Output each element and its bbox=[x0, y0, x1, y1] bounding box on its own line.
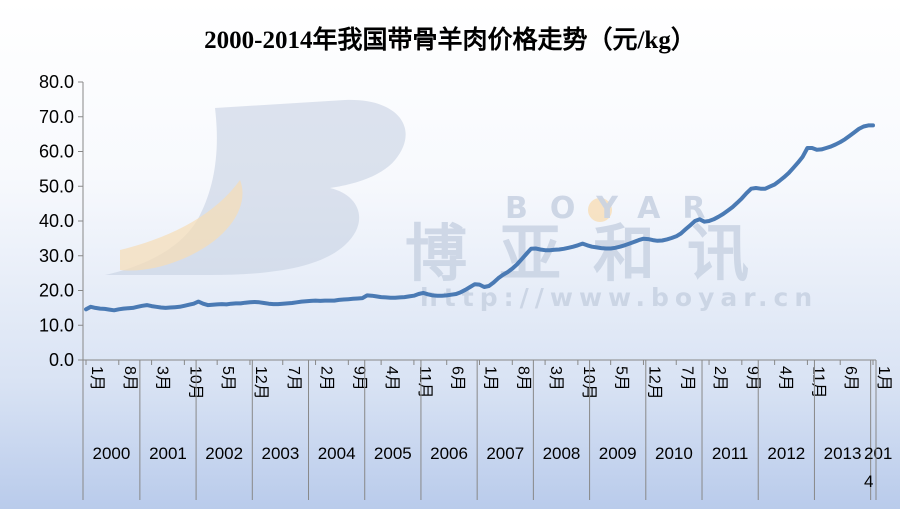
y-tick-label: 40.0 bbox=[39, 211, 74, 231]
x-year-label: 2005 bbox=[374, 444, 412, 463]
x-tick-label: 6月 bbox=[842, 366, 859, 391]
watermark-swoosh-icon bbox=[120, 180, 243, 271]
x-tick-label: 8月 bbox=[514, 366, 531, 391]
x-tick-label: 7月 bbox=[678, 366, 695, 391]
x-tick-label: 3月 bbox=[154, 366, 171, 391]
x-year-label: 2011 bbox=[712, 444, 749, 463]
x-year-label: 2012 bbox=[767, 444, 805, 463]
x-tick-label: 12月 bbox=[645, 366, 662, 400]
x-tick-label: 5月 bbox=[613, 366, 630, 391]
watermark-brand-en: BOYAR bbox=[505, 191, 727, 226]
x-tick-label: 1月 bbox=[875, 366, 892, 391]
x-tick-label: 4月 bbox=[777, 366, 794, 391]
watermark: BOYAR 博亚和讯 http://www.boyar.cn bbox=[105, 99, 818, 312]
x-year-label: 2007 bbox=[486, 444, 524, 463]
y-axis-ticks: 0.0 10.0 20.0 30.0 40.0 50.0 60.0 70.0 80.0 bbox=[39, 72, 83, 370]
x-tick-label: 11月 bbox=[809, 366, 826, 399]
x-tick-label: 10月 bbox=[186, 366, 203, 400]
x-year-label: 2008 bbox=[543, 444, 581, 463]
x-year-label: 2004 bbox=[318, 444, 356, 463]
x-tick-label: 12月 bbox=[252, 366, 269, 400]
x-tick-label: 8月 bbox=[121, 366, 138, 391]
x-tick-label: 11月 bbox=[416, 366, 433, 399]
x-year-label: 2009 bbox=[599, 444, 637, 463]
y-tick-label: 50.0 bbox=[39, 176, 74, 196]
y-tick-label: 70.0 bbox=[39, 107, 74, 127]
chart-title: 2000-2014年我国带骨羊肉价格走势（元/kg） bbox=[204, 27, 696, 54]
series-line bbox=[84, 123, 875, 313]
y-tick-label: 80.0 bbox=[39, 72, 74, 92]
x-year-label: 2013 bbox=[824, 444, 862, 463]
x-axis-year-labels: 2000 2001 2002 2003 2004 2005 2006 2007 2008 2009… bbox=[82, 360, 892, 500]
x-tick-label: 6月 bbox=[449, 366, 466, 391]
watermark-brand-cn: 博亚和讯 bbox=[405, 217, 781, 290]
x-tick-label: 3月 bbox=[547, 366, 564, 391]
y-tick-label: 60.0 bbox=[39, 142, 74, 162]
x-tick-label: 2月 bbox=[318, 366, 335, 391]
x-tick-label: 10月 bbox=[580, 366, 597, 400]
y-tick-label: 10.0 bbox=[39, 315, 74, 335]
x-year-label: 201 4 bbox=[864, 444, 892, 491]
x-year-label: 2006 bbox=[430, 444, 468, 463]
x-tick-label: 1月 bbox=[482, 366, 499, 391]
x-year-label: 2001 bbox=[149, 444, 187, 463]
x-year-label: 2002 bbox=[205, 444, 243, 463]
x-tick-label: 9月 bbox=[350, 366, 367, 391]
watermark-sun-icon bbox=[588, 198, 612, 222]
x-year-label: 2010 bbox=[655, 444, 693, 463]
y-tick-label: 20.0 bbox=[39, 281, 74, 301]
x-tick-label: 1月 bbox=[88, 366, 105, 391]
x-year-label: 2003 bbox=[261, 444, 299, 463]
x-tick-label: 4月 bbox=[383, 366, 400, 391]
watermark-url: http://www.boyar.cn bbox=[420, 283, 818, 312]
y-tick-label: 30.0 bbox=[39, 246, 74, 266]
x-tick-label: 5月 bbox=[219, 366, 236, 391]
watermark-logo-icon bbox=[105, 99, 406, 275]
y-tick-label: 0.0 bbox=[49, 350, 74, 370]
x-tick-label: 9月 bbox=[744, 366, 761, 391]
x-tick-label: 2月 bbox=[711, 366, 728, 391]
x-tick-label: 7月 bbox=[285, 366, 302, 391]
x-axis-ticks: 1月 8月 3月 10月 5月 12月 7月 2月 9月 4月 11月 6月 1月 8月 3月 10月 5月 12… bbox=[85, 360, 892, 400]
x-year-label: 2000 bbox=[93, 444, 131, 463]
